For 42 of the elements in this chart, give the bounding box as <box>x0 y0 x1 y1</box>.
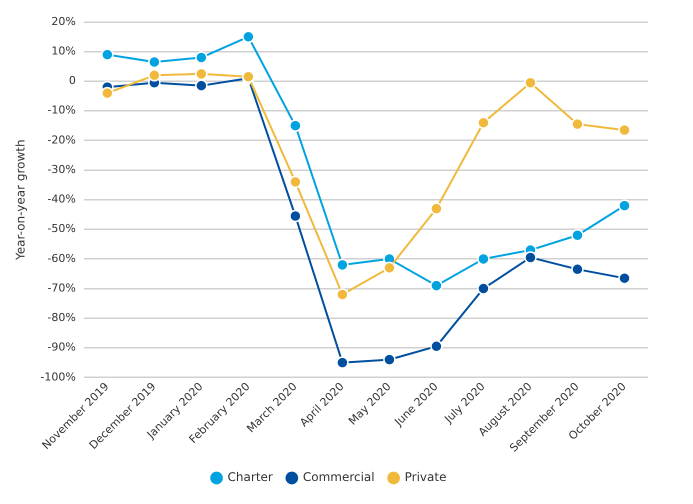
point <box>383 353 396 366</box>
y-tick-label: -90% <box>47 340 76 354</box>
point <box>430 202 443 215</box>
point <box>148 56 161 68</box>
point <box>336 356 349 369</box>
point <box>195 79 208 92</box>
y-tick-label: -40% <box>47 192 76 206</box>
y-tick-label: 10% <box>51 44 76 58</box>
y-tick-label: 0 <box>68 74 76 88</box>
point <box>242 30 255 44</box>
point <box>195 68 208 80</box>
point <box>195 51 208 64</box>
y-tick-label: -30% <box>47 162 76 176</box>
point <box>148 69 161 82</box>
y-tick-label: -20% <box>47 133 76 146</box>
point <box>289 210 302 222</box>
point <box>336 288 349 301</box>
point <box>477 282 490 295</box>
y-tick-label: -10% <box>47 104 76 117</box>
y-axis-title: Year-on-year growth <box>13 139 28 262</box>
point <box>618 199 631 212</box>
y-tick-label: -70% <box>47 281 76 294</box>
point <box>430 279 443 292</box>
y-tick-label: -60% <box>47 252 76 265</box>
point <box>571 228 584 242</box>
legend-label: Private <box>404 470 446 484</box>
point <box>289 176 302 188</box>
point <box>477 252 490 266</box>
point <box>101 86 114 100</box>
legend-label: Commercial <box>302 470 375 484</box>
y-tick-label: -100% <box>40 370 76 384</box>
y-tick-label: -50% <box>47 222 76 236</box>
y-tick-label: 20% <box>51 14 76 28</box>
legend-label: Charter <box>228 470 273 484</box>
point <box>524 251 537 264</box>
point <box>571 118 584 130</box>
point <box>336 258 349 272</box>
point <box>289 119 302 132</box>
point <box>101 48 114 61</box>
point <box>383 262 396 274</box>
point <box>618 124 631 136</box>
y-tick-label: -80% <box>47 311 76 324</box>
